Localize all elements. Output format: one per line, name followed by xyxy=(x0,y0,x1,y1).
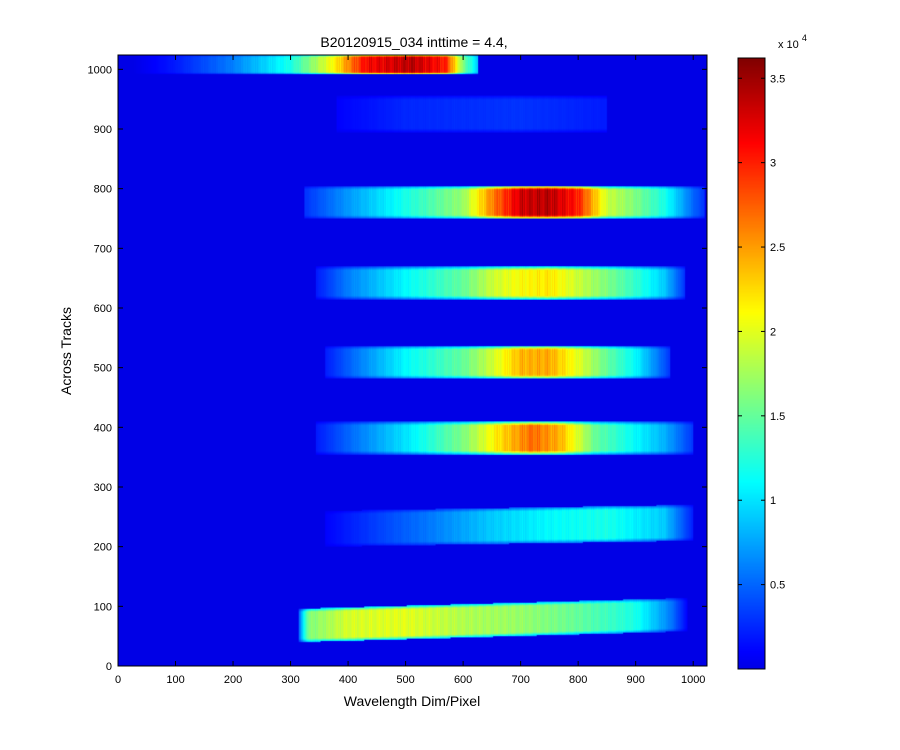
colorbar-tick-label: 3 xyxy=(770,158,776,170)
y-tick-label: 1000 xyxy=(88,64,112,76)
x-tick-label: 1000 xyxy=(681,674,705,686)
y-tick-label: 500 xyxy=(94,363,112,375)
colorbar-tick-label: 1 xyxy=(770,495,776,507)
y-tick-label: 800 xyxy=(94,184,112,196)
heatmap-image xyxy=(118,55,707,666)
y-tick-label: 100 xyxy=(94,601,112,613)
colorbar-exponent: x 10 4 xyxy=(778,33,807,51)
plot-frame xyxy=(117,54,708,667)
y-tick-label: 300 xyxy=(94,482,112,494)
colorbar-exponent-power: 4 xyxy=(802,33,807,43)
colorbar-exponent-base: x 10 xyxy=(778,39,799,51)
y-tick-label: 900 xyxy=(94,124,112,136)
y-axis: 0 100 200 300 400 500 600 700 800 900 1000 xyxy=(88,64,707,673)
x-axis: 0 100 200 300 400 500 600 700 800 900 1000 xyxy=(115,55,705,686)
x-tick-label: 300 xyxy=(281,674,299,686)
colorbar: 0.5 1 1.5 2 2.5 3 3.5 x 10 4 xyxy=(737,33,807,670)
x-tick-label: 100 xyxy=(166,674,184,686)
colorbar-frame xyxy=(737,57,766,670)
colorbar-ticks: 0.5 1 1.5 2 2.5 3 3.5 xyxy=(738,73,785,592)
x-tick-label: 700 xyxy=(511,674,529,686)
colorbar-gradient xyxy=(738,58,765,669)
x-tick-label: 600 xyxy=(454,674,472,686)
y-tick-label: 400 xyxy=(94,422,112,434)
x-tick-label: 200 xyxy=(224,674,242,686)
x-tick-label: 900 xyxy=(626,674,644,686)
x-tick-label: 0 xyxy=(115,674,121,686)
colorbar-tick-label: 1.5 xyxy=(770,411,785,423)
x-tick-label: 800 xyxy=(569,674,587,686)
y-tick-label: 700 xyxy=(94,243,112,255)
y-tick-label: 200 xyxy=(94,542,112,554)
colorbar-tick-label: 3.5 xyxy=(770,73,785,85)
y-axis-label: Across Tracks xyxy=(58,307,74,395)
x-tick-label: 500 xyxy=(396,674,414,686)
chart-title: B20120915_034 inttime = 4.4, xyxy=(320,34,507,50)
y-tick-label: 600 xyxy=(94,303,112,315)
colorbar-tick-label: 2 xyxy=(770,326,776,338)
colorbar-tick-label: 2.5 xyxy=(770,242,785,254)
x-tick-label: 400 xyxy=(339,674,357,686)
colorbar-tick-label: 0.5 xyxy=(770,580,785,592)
x-axis-label: Wavelength Dim/Pixel xyxy=(344,693,480,709)
y-tick-label: 0 xyxy=(106,661,112,673)
plot-area xyxy=(117,54,708,667)
